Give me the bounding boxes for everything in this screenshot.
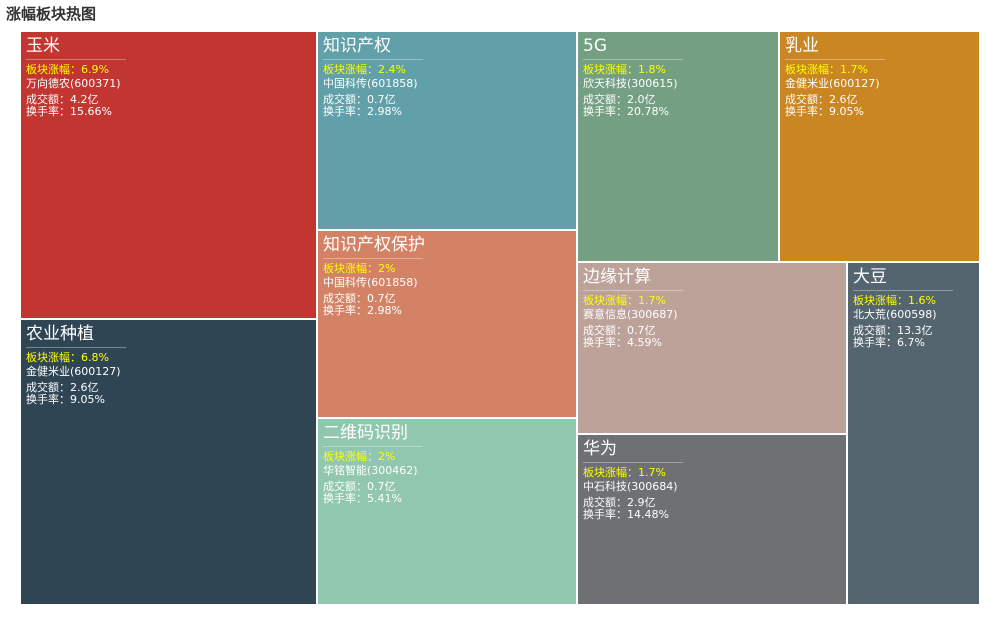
treemap-tile[interactable]: 乳业板块涨幅：1.7% 金健米业(600127) 成交额：2.6亿 换手率：9.05% [779,31,980,262]
trade-volume: 成交额：2.0亿 [583,93,656,106]
turnover-rate: 换手率：6.7% [853,336,925,349]
leading-stock: 金健米业(600127) [785,77,880,90]
leading-stock: 中国科传(601858) [323,276,418,289]
treemap-tile[interactable]: 二维码识别板块涨幅：2% 华铭智能(300462) 成交额：0.7亿 换手率：5.41… [317,418,577,605]
sector-change: 板块涨幅：1.7% [583,294,666,307]
sector-change: 板块涨幅：1.8% [583,63,666,76]
leading-stock: 华铭智能(300462) [323,464,418,477]
leading-stock: 中石科技(300684) [583,480,678,493]
turnover-rate: 换手率：15.66% [26,105,112,118]
tile-divider [26,347,126,348]
turnover-rate: 换手率：9.05% [785,105,864,118]
trade-volume: 成交额：0.7亿 [323,292,396,305]
leading-stock: 欣天科技(300615) [583,77,678,90]
tile-divider [26,59,126,60]
tile-divider [583,290,683,291]
sector-change: 板块涨幅：6.8% [26,351,109,364]
tile-divider [583,59,683,60]
turnover-rate: 换手率：5.41% [323,492,402,505]
treemap: 玉米板块涨幅：6.9% 万向德农(600371) 成交额：4.2亿 换手率：15.66… [20,31,980,605]
sector-change: 板块涨幅：1.7% [785,63,868,76]
leading-stock: 赛意信息(300687) [583,308,678,321]
tile-divider [323,446,423,447]
sector-name: 知识产权 [323,36,391,56]
tile-divider [785,59,885,60]
treemap-tile[interactable]: 知识产权板块涨幅：2.4% 中国科传(601858) 成交额：0.7亿 换手率：2.9… [317,31,577,230]
trade-volume: 成交额：0.7亿 [583,324,656,337]
sector-change: 板块涨幅：1.7% [583,466,666,479]
trade-volume: 成交额：4.2亿 [26,93,99,106]
trade-volume: 成交额：2.9亿 [583,496,656,509]
sector-name: 乳业 [785,36,819,56]
trade-volume: 成交额：2.6亿 [785,93,858,106]
treemap-tile[interactable]: 知识产权保护板块涨幅：2% 中国科传(601858) 成交额：0.7亿 换手率：2.9… [317,230,577,418]
trade-volume: 成交额：13.3亿 [853,324,933,337]
treemap-tile[interactable]: 农业种植板块涨幅：6.8% 金健米业(600127) 成交额：2.6亿 换手率：9.0… [20,319,317,605]
turnover-rate: 换手率：4.59% [583,336,662,349]
turnover-rate: 换手率：20.78% [583,105,669,118]
tile-divider [583,462,683,463]
sector-change: 板块涨幅：2% [323,450,396,463]
turnover-rate: 换手率：9.05% [26,393,105,406]
sector-name: 华为 [583,439,617,459]
sector-name: 二维码识别 [323,423,408,443]
sector-name: 农业种植 [26,324,94,344]
tile-divider [853,290,953,291]
turnover-rate: 换手率：14.48% [583,508,669,521]
sector-name: 大豆 [853,267,887,287]
sector-name: 边缘计算 [583,267,651,287]
sector-change: 板块涨幅：2.4% [323,63,406,76]
sector-name: 玉米 [26,36,60,56]
trade-volume: 成交额：2.6亿 [26,381,99,394]
sector-change: 板块涨幅：6.9% [26,63,109,76]
leading-stock: 万向德农(600371) [26,77,121,90]
treemap-tile[interactable]: 华为板块涨幅：1.7% 中石科技(300684) 成交额：2.9亿 换手率：14.48… [577,434,847,605]
sector-change: 板块涨幅：1.6% [853,294,936,307]
treemap-tile[interactable]: 玉米板块涨幅：6.9% 万向德农(600371) 成交额：4.2亿 换手率：15.66… [20,31,317,319]
leading-stock: 金健米业(600127) [26,365,121,378]
treemap-tile[interactable]: 5G 板块涨幅：1.8% 欣天科技(300615) 成交额：2.0亿 换手率：20.78… [577,31,779,262]
tile-divider [323,258,423,259]
treemap-tile[interactable]: 边缘计算板块涨幅：1.7% 赛意信息(300687) 成交额：0.7亿 换手率：4.5… [577,262,847,434]
leading-stock: 中国科传(601858) [323,77,418,90]
sector-name: 知识产权保护 [323,235,425,255]
trade-volume: 成交额：0.7亿 [323,480,396,493]
turnover-rate: 换手率：2.98% [323,304,402,317]
tile-divider [323,59,423,60]
turnover-rate: 换手率：2.98% [323,105,402,118]
sector-name: 5G [583,36,607,56]
leading-stock: 北大荒(600598) [853,308,937,321]
trade-volume: 成交额：0.7亿 [323,93,396,106]
sector-change: 板块涨幅：2% [323,262,396,275]
treemap-tile[interactable]: 大豆板块涨幅：1.6% 北大荒(600598) 成交额：13.3亿 换手率：6.7% [847,262,980,605]
chart-title: 涨幅板块热图 [6,5,97,23]
